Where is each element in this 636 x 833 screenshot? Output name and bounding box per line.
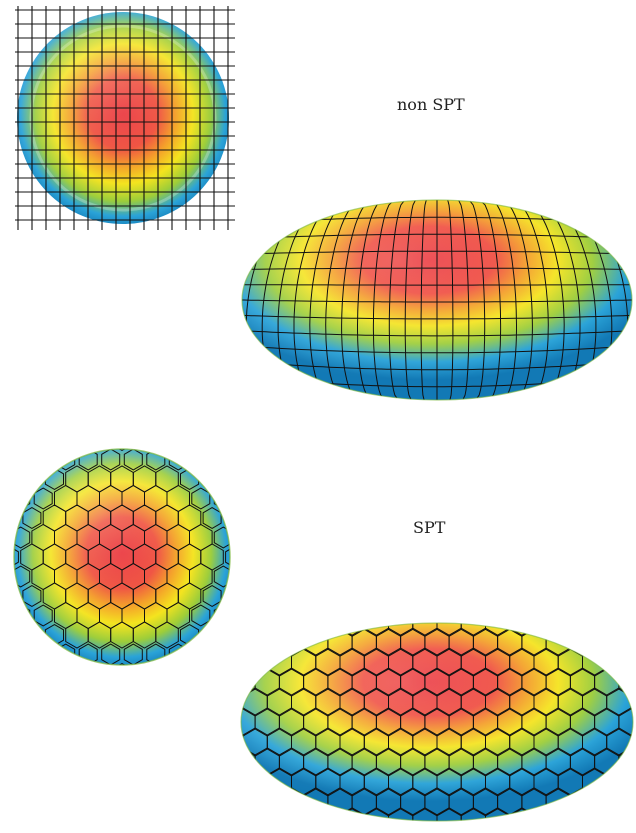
hex-cell bbox=[14, 585, 19, 607]
grid-parallel bbox=[242, 267, 632, 271]
hex-cell bbox=[509, 807, 535, 821]
hex-cell bbox=[202, 468, 222, 490]
hex-cell bbox=[202, 507, 222, 529]
spt-flat-panel bbox=[13, 448, 231, 666]
hex-cell bbox=[14, 526, 31, 549]
grid-parallel bbox=[242, 359, 632, 371]
grid-meridian bbox=[404, 200, 416, 400]
grid-meridian bbox=[479, 200, 502, 400]
hex-cell bbox=[225, 546, 230, 568]
grid-meridian bbox=[533, 200, 581, 400]
hex-cell bbox=[191, 487, 211, 510]
hex-cell bbox=[22, 468, 42, 490]
hex-cell bbox=[436, 807, 462, 821]
hex-cell bbox=[90, 663, 109, 665]
hex-cell bbox=[207, 708, 231, 736]
grid-meridian bbox=[468, 200, 486, 400]
hex-cell bbox=[123, 643, 143, 665]
spt-hex-grid bbox=[14, 449, 230, 665]
grid-meridian bbox=[420, 200, 427, 400]
hex-cell bbox=[135, 663, 154, 665]
grid-meridian bbox=[357, 200, 384, 400]
hex-cell bbox=[606, 647, 632, 677]
spt-ellipsoid-panel bbox=[207, 622, 634, 822]
hex-cell bbox=[14, 546, 19, 568]
hex-cell bbox=[388, 807, 414, 821]
grid-meridian bbox=[372, 200, 395, 400]
hex-cell bbox=[202, 624, 222, 646]
hex-cell bbox=[22, 507, 42, 529]
hex-cell bbox=[339, 807, 365, 821]
grid-meridian bbox=[447, 200, 454, 400]
non-spt-label: non SPT bbox=[397, 95, 465, 114]
grid-meridian bbox=[388, 200, 406, 400]
hex-cell bbox=[112, 663, 132, 665]
hex-cell bbox=[112, 449, 132, 451]
grid-parallel bbox=[242, 250, 632, 256]
hex-cell bbox=[242, 767, 268, 797]
hex-cell bbox=[412, 807, 438, 821]
hex-cell bbox=[22, 624, 42, 646]
hex-cell bbox=[213, 526, 230, 549]
grid-parallel bbox=[242, 329, 632, 337]
hex-cell bbox=[101, 643, 121, 665]
hex-cell bbox=[485, 807, 511, 821]
hex-cell bbox=[242, 647, 268, 677]
hex-cell bbox=[225, 507, 230, 529]
grid-meridian bbox=[293, 200, 341, 400]
grid-parallel bbox=[242, 344, 632, 354]
hex-cell bbox=[14, 507, 19, 529]
hex-cell bbox=[241, 687, 244, 717]
hex-cell bbox=[363, 807, 389, 821]
grid-parallel bbox=[242, 314, 632, 320]
hex-cell bbox=[606, 767, 632, 797]
grid-parallel bbox=[242, 299, 632, 303]
spt-label: SPT bbox=[413, 518, 446, 537]
hex-cell bbox=[241, 727, 244, 757]
non-spt-ellipsoid-panel bbox=[241, 199, 633, 401]
grid-meridian bbox=[341, 200, 373, 400]
non-spt-square-grid bbox=[15, 6, 235, 230]
grid-parallel bbox=[242, 284, 632, 286]
hex-cell bbox=[135, 449, 154, 451]
grid-meridian bbox=[490, 200, 517, 400]
hex-cell bbox=[33, 487, 53, 510]
hex-cell bbox=[213, 565, 230, 588]
hex-cell bbox=[90, 449, 109, 451]
hex-cell bbox=[155, 621, 179, 649]
grid-meridian bbox=[501, 200, 533, 400]
non-spt-flat-panel bbox=[15, 6, 235, 230]
hex-cell bbox=[14, 565, 31, 588]
grid-parallel bbox=[242, 233, 632, 241]
hex-cell bbox=[225, 585, 230, 607]
hex-cell bbox=[460, 807, 486, 821]
grid-meridian bbox=[458, 200, 470, 400]
